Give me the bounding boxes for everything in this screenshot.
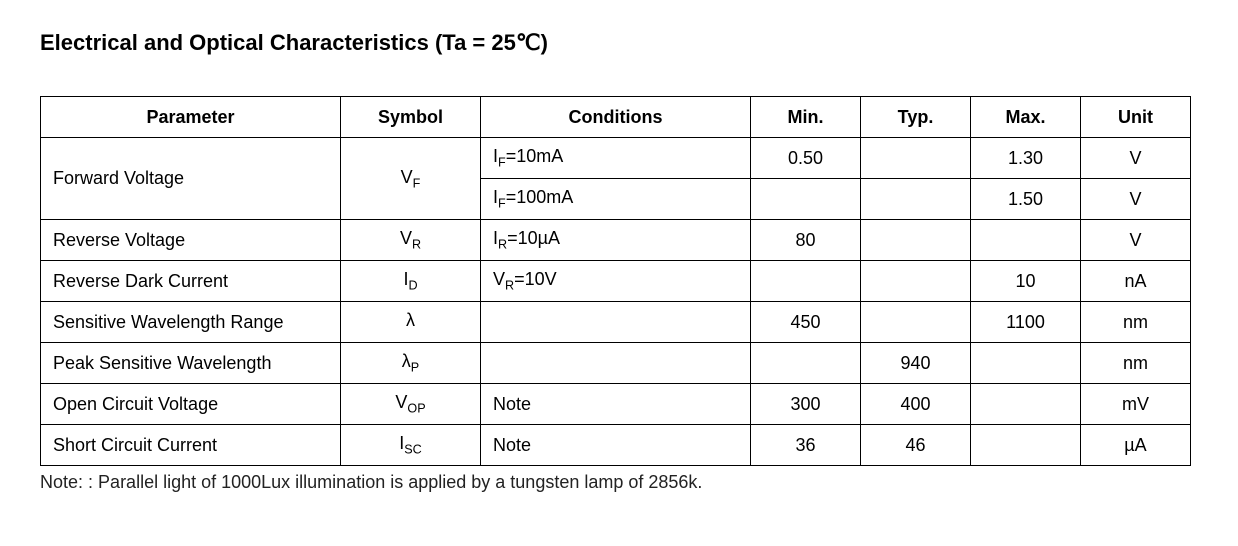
symbol-sub: F xyxy=(413,176,421,190)
cell-min: 80 xyxy=(751,220,861,261)
cell-max xyxy=(971,220,1081,261)
cell-conditions: Note xyxy=(481,425,751,466)
symbol-sub: R xyxy=(412,238,421,252)
cell-min: 300 xyxy=(751,384,861,425)
cell-parameter: Sensitive Wavelength Range xyxy=(41,302,341,343)
cell-symbol: VF xyxy=(341,138,481,220)
cell-symbol: ID xyxy=(341,261,481,302)
cond-post: =100mA xyxy=(506,187,574,207)
cell-symbol: λP xyxy=(341,343,481,384)
symbol-base: V xyxy=(400,228,412,248)
table-row: Forward Voltage VF IF=10mA 0.50 1.30 V xyxy=(41,138,1191,179)
col-header-conditions: Conditions xyxy=(481,97,751,138)
cell-min xyxy=(751,343,861,384)
table-row: Sensitive Wavelength Range λ 450 1100 nm xyxy=(41,302,1191,343)
col-header-min: Min. xyxy=(751,97,861,138)
cell-unit: nm xyxy=(1081,343,1191,384)
note-label: Note: xyxy=(40,472,83,492)
cell-conditions: IR=10µA xyxy=(481,220,751,261)
table-header-row: Parameter Symbol Conditions Min. Typ. Ma… xyxy=(41,97,1191,138)
col-header-typ: Typ. xyxy=(861,97,971,138)
cell-max: 1100 xyxy=(971,302,1081,343)
col-header-max: Max. xyxy=(971,97,1081,138)
cond-pre: V xyxy=(493,269,505,289)
cell-max xyxy=(971,425,1081,466)
cell-max: 10 xyxy=(971,261,1081,302)
cell-parameter: Reverse Dark Current xyxy=(41,261,341,302)
cond-post: =10µA xyxy=(507,228,560,248)
col-header-unit: Unit xyxy=(1081,97,1191,138)
cell-parameter: Peak Sensitive Wavelength xyxy=(41,343,341,384)
symbol-base: λ xyxy=(406,310,415,330)
cond-sub: F xyxy=(498,156,506,170)
col-header-symbol: Symbol xyxy=(341,97,481,138)
cell-typ xyxy=(861,179,971,220)
section-title: Electrical and Optical Characteristics (… xyxy=(40,30,1198,56)
cell-min xyxy=(751,261,861,302)
table-note: Note: : Parallel light of 1000Lux illumi… xyxy=(40,472,1198,493)
cell-conditions: Note xyxy=(481,384,751,425)
cell-unit: µA xyxy=(1081,425,1191,466)
table-row: Reverse Voltage VR IR=10µA 80 V xyxy=(41,220,1191,261)
note-text: : Parallel light of 1000Lux illumination… xyxy=(88,472,702,492)
cell-typ: 46 xyxy=(861,425,971,466)
cell-symbol: λ xyxy=(341,302,481,343)
cell-typ: 400 xyxy=(861,384,971,425)
cell-conditions xyxy=(481,343,751,384)
cell-symbol: ISC xyxy=(341,425,481,466)
symbol-base: V xyxy=(401,167,413,187)
cell-min xyxy=(751,179,861,220)
cond-sub: F xyxy=(498,197,506,211)
cell-typ: 940 xyxy=(861,343,971,384)
col-header-parameter: Parameter xyxy=(41,97,341,138)
cell-unit: nA xyxy=(1081,261,1191,302)
symbol-sub: OP xyxy=(407,402,425,416)
cond-sub: R xyxy=(505,279,514,293)
cell-symbol: VOP xyxy=(341,384,481,425)
cell-typ xyxy=(861,138,971,179)
cell-max: 1.30 xyxy=(971,138,1081,179)
cell-max xyxy=(971,384,1081,425)
cell-max: 1.50 xyxy=(971,179,1081,220)
table-row: Reverse Dark Current ID VR=10V 10 nA xyxy=(41,261,1191,302)
symbol-base: λ xyxy=(402,351,411,371)
symbol-base: V xyxy=(395,392,407,412)
cell-unit: V xyxy=(1081,220,1191,261)
characteristics-table: Parameter Symbol Conditions Min. Typ. Ma… xyxy=(40,96,1191,466)
cell-min: 0.50 xyxy=(751,138,861,179)
cell-conditions: IF=100mA xyxy=(481,179,751,220)
cell-min: 450 xyxy=(751,302,861,343)
cell-parameter: Open Circuit Voltage xyxy=(41,384,341,425)
cond-sub: R xyxy=(498,238,507,252)
cell-min: 36 xyxy=(751,425,861,466)
cond-post: =10V xyxy=(514,269,557,289)
cell-unit: V xyxy=(1081,138,1191,179)
cell-parameter: Short Circuit Current xyxy=(41,425,341,466)
cond-post: =10mA xyxy=(506,146,564,166)
cell-typ xyxy=(861,302,971,343)
cell-unit: V xyxy=(1081,179,1191,220)
cell-conditions xyxy=(481,302,751,343)
table-row: Peak Sensitive Wavelength λP 940 nm xyxy=(41,343,1191,384)
symbol-sub: D xyxy=(408,279,417,293)
cell-typ xyxy=(861,220,971,261)
cell-symbol: VR xyxy=(341,220,481,261)
table-row: Open Circuit Voltage VOP Note 300 400 mV xyxy=(41,384,1191,425)
cell-conditions: VR=10V xyxy=(481,261,751,302)
cell-typ xyxy=(861,261,971,302)
cell-parameter: Forward Voltage xyxy=(41,138,341,220)
cell-unit: mV xyxy=(1081,384,1191,425)
cell-max xyxy=(971,343,1081,384)
table-row: Short Circuit Current ISC Note 36 46 µA xyxy=(41,425,1191,466)
symbol-sub: P xyxy=(411,361,419,375)
cell-conditions: IF=10mA xyxy=(481,138,751,179)
symbol-sub: SC xyxy=(404,443,422,457)
cell-unit: nm xyxy=(1081,302,1191,343)
cell-parameter: Reverse Voltage xyxy=(41,220,341,261)
